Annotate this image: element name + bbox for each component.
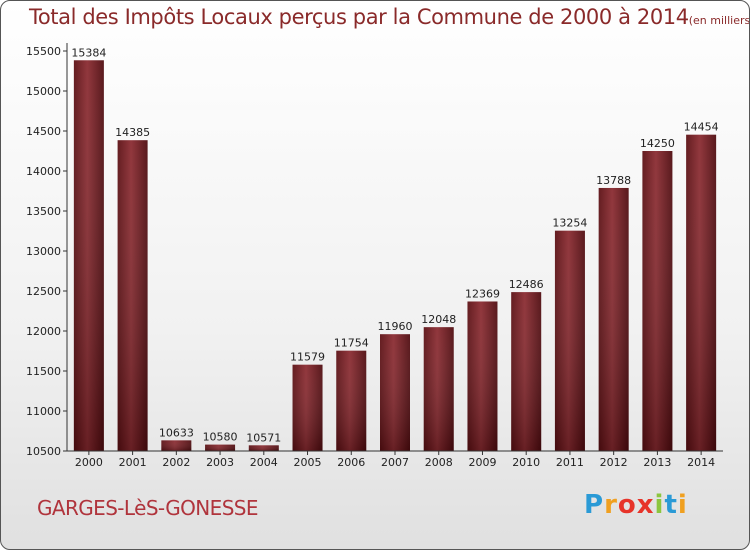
chart-title-unit: (en milliers d'€)	[688, 14, 750, 27]
x-tick-label: 2008	[425, 456, 453, 469]
y-tick-label: 11500	[26, 365, 61, 378]
y-axis: 10500 11000 11500 12000 12500 13000 13500 14000…	[26, 43, 68, 458]
x-tick-label: 2011	[556, 456, 584, 469]
bar-shade-2000	[73, 60, 104, 451]
bar-shade-2002	[161, 440, 192, 451]
y-tick-label: 13000	[26, 245, 61, 258]
bar-shade-2008	[423, 327, 454, 451]
bar-value-label: 11579	[290, 351, 325, 364]
x-tick-label: 2004	[250, 456, 278, 469]
bar-value-label: 13788	[596, 174, 631, 187]
bar-value-label: 10633	[159, 426, 194, 439]
brand-letter: P	[584, 490, 605, 520]
y-tick-label: 10500	[26, 445, 61, 458]
bar-shade-2004	[248, 445, 279, 451]
bar-shade-2010	[511, 292, 542, 451]
brand-letter: x	[636, 490, 655, 520]
bar-value-label: 11960	[378, 320, 413, 333]
y-tick-label: 12500	[26, 285, 61, 298]
y-tick-label: 15000	[26, 85, 61, 98]
bar-shade-2011	[554, 230, 585, 451]
brand-letter: o	[617, 490, 637, 520]
bar-shade-2012	[598, 187, 629, 451]
brand-logo: Proxiti	[584, 490, 694, 524]
bar-shade-2001	[117, 140, 148, 451]
x-tick-label: 2009	[468, 456, 496, 469]
y-tick-label: 12000	[26, 325, 61, 338]
bar-value-label: 15384	[71, 46, 106, 59]
brand-letter: i	[654, 490, 665, 520]
y-tick-label: 11000	[26, 405, 61, 418]
brand-letter: t	[664, 490, 678, 520]
x-tick-label: 2007	[381, 456, 409, 469]
y-tick-label: 14000	[26, 165, 61, 178]
bar-shade-2003	[205, 444, 236, 451]
bar-value-label: 14250	[640, 137, 675, 150]
y-tick-label: 15500	[26, 45, 61, 58]
y-tick-label: 14500	[26, 125, 61, 138]
bar-value-label: 13254	[552, 217, 587, 230]
bar-shade-2007	[380, 334, 410, 451]
bars: 15384 14385 10633 10580 10571 11579 11754 11960…	[71, 46, 719, 451]
x-tick-label: 2014	[687, 456, 715, 469]
bar-shade-2014	[686, 134, 717, 451]
brand-letter: r	[604, 490, 618, 520]
bar-value-label: 14454	[684, 121, 719, 134]
y-tick-label: 13500	[26, 205, 61, 218]
bar-shade-2013	[642, 151, 673, 451]
bar-shade-2006	[336, 350, 367, 451]
bar-value-label: 12048	[421, 313, 456, 326]
x-tick-label: 2000	[75, 456, 103, 469]
commune-name: GARGES-LèS-GONESSE	[37, 496, 259, 520]
bar-shade-2009	[467, 301, 498, 451]
bar-value-label: 12486	[509, 278, 544, 291]
bar-value-label: 11754	[334, 337, 369, 350]
x-tick-label: 2006	[337, 456, 365, 469]
chart-title-main: Total des Impôts Locaux perçus par la Co…	[29, 5, 689, 29]
brand-letter: i	[677, 490, 688, 520]
x-tick-label: 2005	[294, 456, 322, 469]
x-tick-label: 2002	[162, 456, 190, 469]
x-tick-label: 2012	[600, 456, 628, 469]
bar-value-label: 12369	[465, 287, 500, 300]
x-tick-label: 2001	[119, 456, 147, 469]
bar-value-label: 10580	[203, 431, 238, 444]
chart-title: Total des Impôts Locaux perçus par la Co…	[29, 5, 750, 29]
x-tick-label: 2013	[643, 456, 671, 469]
bar-shade-2005	[292, 364, 323, 451]
bar-value-label: 14385	[115, 126, 150, 139]
x-tick-label: 2010	[512, 456, 540, 469]
x-tick-label: 2003	[206, 456, 234, 469]
bar-value-label: 10571	[246, 431, 281, 444]
x-axis: 2000 2001 2002 2003 2004 2005 2006 2007 2008 2009…	[67, 450, 723, 469]
